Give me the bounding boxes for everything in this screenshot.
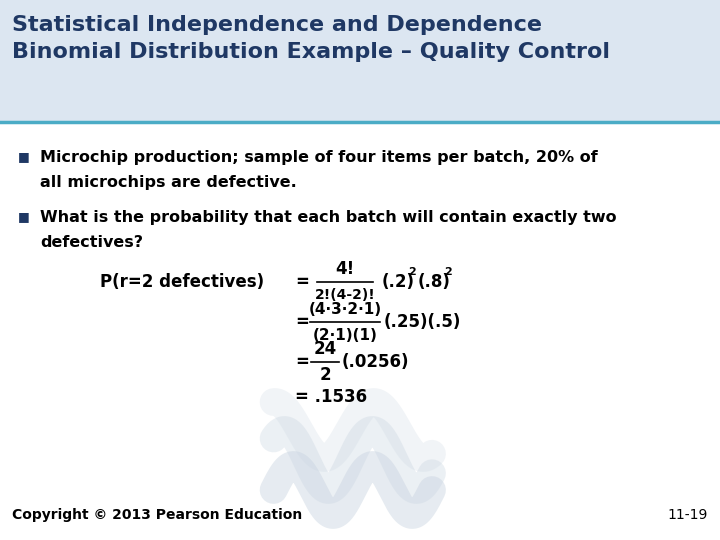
Text: Statistical Independence and Dependence: Statistical Independence and Dependence [12,15,542,35]
Text: ■: ■ [18,150,30,163]
Text: (.2): (.2) [382,273,415,291]
Text: 24: 24 [313,340,337,358]
Text: 4!: 4! [336,260,355,278]
Text: P(r=2 defectives): P(r=2 defectives) [100,273,264,291]
Text: Copyright © 2013 Pearson Education: Copyright © 2013 Pearson Education [12,508,302,522]
Text: Microchip production; sample of four items per batch, 20% of: Microchip production; sample of four ite… [40,150,598,165]
Text: (.8): (.8) [418,273,451,291]
Text: 2: 2 [408,267,415,277]
Text: defectives?: defectives? [40,235,143,250]
Text: =: = [295,313,309,331]
Text: =: = [295,273,309,291]
Text: (.25)(.5): (.25)(.5) [384,313,462,331]
Text: all microchips are defective.: all microchips are defective. [40,175,297,190]
Text: = .1536: = .1536 [295,388,367,406]
Bar [0,0,720,122]
Text: ■: ■ [18,210,30,223]
Text: =: = [295,353,309,371]
Text: (4·3·2·1): (4·3·2·1) [308,301,382,316]
Text: What is the probability that each batch will contain exactly two: What is the probability that each batch … [40,210,616,225]
Text: 2!(4-2)!: 2!(4-2)! [315,288,375,302]
Text: (.0256): (.0256) [342,353,410,371]
Text: 11-19: 11-19 [667,508,708,522]
Text: (2·1)(1): (2·1)(1) [312,327,377,342]
Text: Binomial Distribution Example – Quality Control: Binomial Distribution Example – Quality … [12,42,610,62]
Text: 2: 2 [444,267,451,277]
Text: 2: 2 [319,366,330,384]
